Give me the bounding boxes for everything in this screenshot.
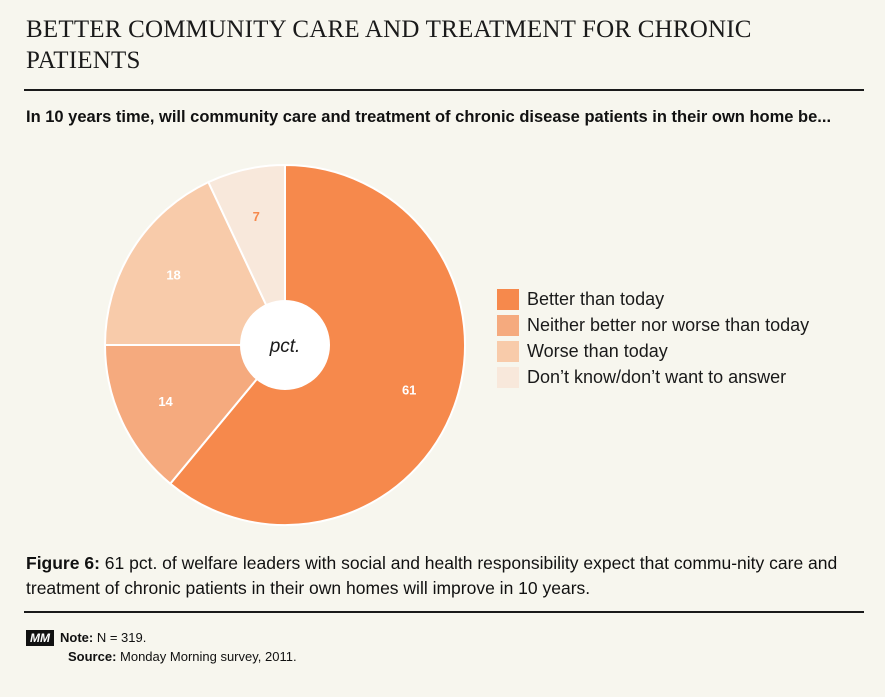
source-label: Source: <box>68 649 117 664</box>
legend-item: Worse than today <box>497 338 809 364</box>
caption-divider <box>24 611 864 613</box>
pie-slice <box>103 180 287 346</box>
legend-item: Don’t know/don’t want to answer <box>497 364 809 390</box>
pie-value-labels: 61 14 18 7 <box>158 209 416 409</box>
chart-title: BETTER COMMUNITY CARE AND TREATMENT FOR … <box>26 16 752 74</box>
legend-label: Better than today <box>527 288 665 309</box>
legend-swatch <box>497 366 519 388</box>
note-label: Note: <box>60 630 94 645</box>
pie-value-label: 61 <box>402 383 416 398</box>
legend-label: Neither better nor worse than today <box>527 314 810 335</box>
chart-notes: MM Note: N = 319. Source: Monday Morning … <box>26 628 297 666</box>
pie-value-label: 14 <box>158 394 173 409</box>
legend-swatch <box>497 288 519 310</box>
figure-caption-text: 61 pct. of welfare leaders with social a… <box>26 553 838 598</box>
note-text: N = 319. <box>93 630 147 645</box>
figure-caption: Figure 6: 61 pct. of welfare leaders wit… <box>26 551 856 601</box>
legend-swatch <box>497 340 519 362</box>
donut-chart: 61 14 18 7 pct. <box>103 163 466 526</box>
pie-slice <box>207 163 286 346</box>
legend-label: Don’t know/don’t want to answer <box>527 366 787 387</box>
figure-label: Figure 6: <box>26 553 100 573</box>
chart-legend: Better than today Neither better nor wors… <box>497 286 809 390</box>
chart-question: In 10 years time, will community care an… <box>26 108 832 126</box>
legend-swatch <box>497 314 519 336</box>
donut-hole <box>240 300 330 390</box>
legend-item: Neither better nor worse than today <box>497 312 809 338</box>
pie-slice <box>103 344 288 486</box>
legend-item: Better than today <box>497 286 809 312</box>
pie-value-label: 7 <box>253 209 260 224</box>
legend-label: Worse than today <box>527 340 668 361</box>
pie-value-label: 18 <box>166 267 180 282</box>
source-text: Monday Morning survey, 2011. <box>116 649 297 664</box>
title-divider <box>24 89 864 91</box>
donut-center-label: pct. <box>269 336 301 357</box>
publisher-badge: MM <box>26 630 54 646</box>
